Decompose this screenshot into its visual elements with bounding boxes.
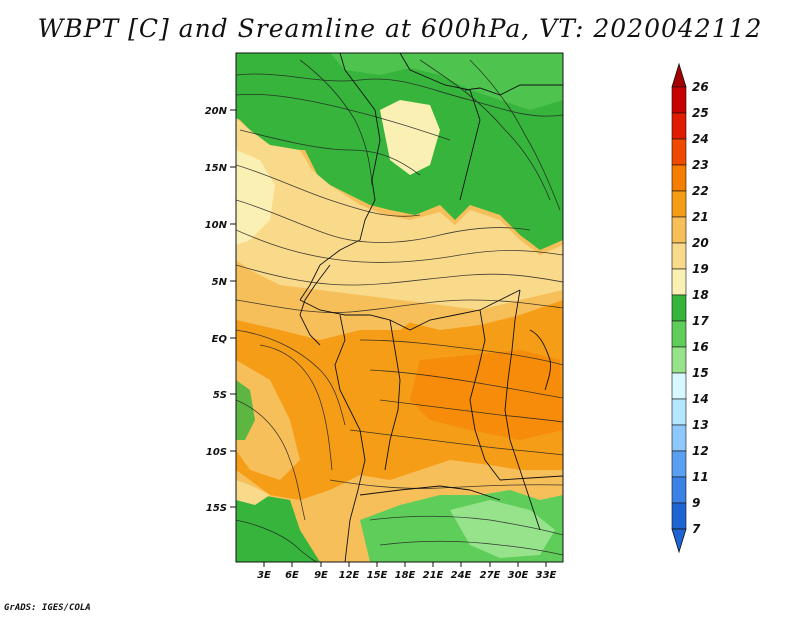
lon-label: 3E (257, 570, 271, 581)
field-20-west (236, 360, 300, 480)
field-19-north (236, 118, 563, 310)
lat-tick: 15S (206, 503, 236, 514)
colorbar-segment (671, 242, 687, 270)
colorbar-label: 18 (692, 288, 709, 302)
colorbar: 26 25 24 23 22 21 20 19 18 17 16 15 14 13 12 11 9 7 (671, 62, 709, 554)
chart-title: WBPT [C] and Sreamline at 600hPa, VT: 20… (37, 14, 763, 43)
lon-label: 15E (367, 570, 388, 581)
lon-tick: 6E (285, 562, 299, 581)
wbpt-field (236, 53, 563, 562)
lon-tick: 30E (508, 562, 529, 581)
colorbar-segment (671, 502, 687, 530)
field-18-west (236, 150, 275, 245)
colorbar-label: 7 (692, 522, 701, 536)
colorbar-label: 23 (692, 158, 709, 172)
field-16-north (236, 53, 563, 110)
lon-tick: 18E (395, 562, 416, 581)
lat-tick: 15N (205, 163, 236, 174)
field-18-patch (380, 100, 440, 175)
colorbar-label: 20 (692, 236, 709, 250)
colorbar-segment (671, 372, 687, 400)
colorbar-segment (671, 216, 687, 244)
colorbar-label: 14 (692, 392, 709, 406)
colorbar-segment (671, 424, 687, 452)
colorbar-label: 19 (692, 262, 709, 276)
streamlines (236, 59, 563, 562)
colorbar-label: 13 (692, 418, 709, 432)
lon-label: 30E (508, 570, 529, 581)
lon-label: 33E (536, 570, 557, 581)
field-17-south (236, 490, 320, 562)
lon-label: 24E (451, 570, 472, 581)
lat-tick: 20N (205, 106, 236, 117)
credit-text: GrADS: IGES/COLA (4, 603, 91, 613)
colorbar-label: 22 (692, 184, 709, 198)
colorbar-segment (671, 450, 687, 478)
lat-label: 20N (205, 106, 228, 117)
colorbar-segment (671, 86, 687, 114)
country-borders (299, 53, 563, 562)
lat-tick: 10S (206, 447, 236, 458)
colorbar-label: 9 (692, 496, 700, 510)
colorbar-segment (671, 320, 687, 348)
field-19-south (236, 480, 270, 505)
colorbar-segment (671, 164, 687, 192)
lon-label: 9E (314, 570, 328, 581)
lon-tick: 24E (451, 562, 472, 581)
lat-label: 5N (212, 277, 228, 288)
lon-label: 12E (339, 570, 360, 581)
colorbar-label: 12 (692, 444, 709, 458)
map-frame (235, 52, 564, 563)
colorbar-label: 17 (692, 314, 709, 328)
lat-tick: 5N (212, 277, 236, 288)
lon-label: 18E (395, 570, 416, 581)
colorbar-label: 25 (692, 106, 709, 120)
lat-label: 5S (213, 390, 227, 401)
colorbar-segment (671, 268, 687, 296)
lat-label: 15N (205, 163, 228, 174)
colorbar-segment (671, 398, 687, 426)
lon-label: 6E (285, 570, 299, 581)
lat-tick: 10N (205, 220, 236, 231)
lat-label: EQ (212, 334, 228, 345)
lat-label: 10N (205, 220, 228, 231)
lon-tick: 33E (536, 562, 557, 581)
colorbar-label: 15 (692, 366, 709, 380)
colorbar-segment (671, 294, 687, 322)
colorbar-label: 16 (692, 340, 709, 354)
lon-tick: 27E (480, 562, 501, 581)
colorbar-segment (671, 476, 687, 504)
field-17-west (236, 380, 255, 440)
lon-label: 21E (423, 570, 444, 581)
colorbar-bottom-triangle (671, 528, 687, 554)
colorbar-segment (671, 138, 687, 166)
lon-tick: 12E (339, 562, 360, 581)
colorbar-label: 11 (692, 470, 709, 484)
colorbar-segment (671, 112, 687, 140)
field-15-south (450, 500, 555, 558)
lat-label: 10S (206, 447, 227, 458)
lon-tick: 21E (423, 562, 444, 581)
lat-tick: EQ (212, 334, 236, 345)
colorbar-segment (671, 346, 687, 374)
lon-tick: 3E (257, 562, 271, 581)
colorbar-label: 24 (692, 132, 709, 146)
colorbar-segment (671, 190, 687, 218)
lat-tick: 5S (213, 390, 236, 401)
lon-tick: 9E (314, 562, 328, 581)
colorbar-top-triangle (671, 62, 687, 88)
lon-axis: 3E 6E 9E 12E 15E 18E 21E 24E 27E 30E 33E (257, 562, 557, 581)
colorbar-label: 26 (692, 80, 709, 94)
lat-axis: 20N 15N 10N 5N EQ 5S 10S 15S (205, 106, 236, 514)
colorbar-label: 21 (692, 210, 709, 224)
lon-label: 27E (480, 570, 501, 581)
lat-label: 15S (206, 503, 227, 514)
lon-tick: 15E (367, 562, 388, 581)
